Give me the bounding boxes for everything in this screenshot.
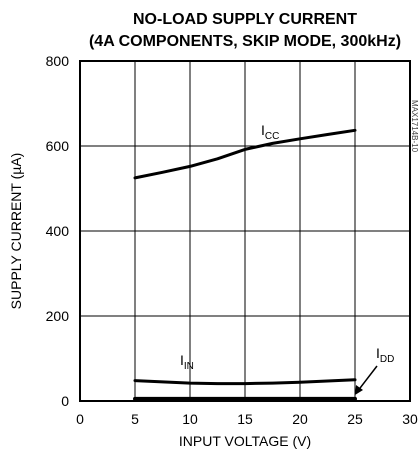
y-tick-label: 400	[46, 223, 70, 239]
x-tick-label: 15	[237, 411, 253, 427]
label-iin-main: I	[180, 352, 184, 368]
tick-labels: 0 5 10 15 20 25 30 0 200 400 600 800	[46, 53, 418, 427]
idd-arrow-head	[355, 385, 363, 395]
label-idd: IDD	[376, 345, 394, 365]
label-icc: ICC	[261, 122, 279, 142]
y-tick-label: 0	[61, 393, 69, 409]
label-idd-sub: DD	[380, 354, 394, 365]
chart-title-line2: (4A COMPONENTS, SKIP MODE, 300kHz)	[89, 33, 401, 50]
chart-title-line1: NO-LOAD SUPPLY CURRENT	[133, 11, 357, 28]
label-icc-main: I	[261, 122, 265, 138]
plot-frame	[79, 60, 411, 402]
series-lines	[133, 128, 357, 401]
y-axis-label: SUPPLY CURRENT (µA)	[8, 153, 24, 310]
series-line-iin	[133, 378, 357, 386]
series-line-icc	[133, 128, 357, 180]
side-label: MAX1714B-10	[410, 100, 419, 153]
label-idd-main: I	[376, 345, 380, 361]
x-tick-label: 5	[131, 411, 139, 427]
label-iin-sub: IN	[184, 361, 194, 372]
y-tick-label: 600	[46, 138, 70, 154]
y-tick-label: 800	[46, 53, 70, 69]
x-tick-label: 20	[292, 411, 308, 427]
label-iin: IIN	[180, 352, 194, 372]
x-axis-label: INPUT VOLTAGE (V)	[179, 433, 311, 449]
x-tick-label: 0	[76, 411, 84, 427]
idd-arrow-line	[356, 365, 378, 393]
y-tick-label: 200	[46, 308, 70, 324]
grid	[80, 61, 410, 401]
label-icc-sub: CC	[265, 131, 279, 142]
x-tick-label: 30	[402, 411, 418, 427]
x-tick-label: 25	[347, 411, 363, 427]
x-tick-label: 10	[182, 411, 198, 427]
